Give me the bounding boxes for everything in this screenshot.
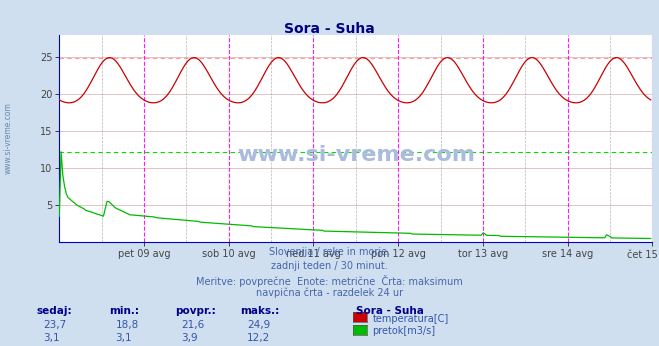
Text: Sora - Suha: Sora - Suha — [284, 22, 375, 36]
Text: 24,9: 24,9 — [247, 320, 270, 330]
Text: www.si-vreme.com: www.si-vreme.com — [3, 102, 13, 174]
Text: temperatura[C]: temperatura[C] — [372, 314, 449, 324]
Text: 21,6: 21,6 — [181, 320, 204, 330]
Text: Meritve: povprečne  Enote: metrične  Črta: maksimum: Meritve: povprečne Enote: metrične Črta:… — [196, 275, 463, 287]
Text: zadnji teden / 30 minut.: zadnji teden / 30 minut. — [271, 261, 388, 271]
Text: povpr.:: povpr.: — [175, 306, 215, 316]
Text: navpična črta - razdelek 24 ur: navpična črta - razdelek 24 ur — [256, 288, 403, 298]
Text: sedaj:: sedaj: — [36, 306, 72, 316]
Text: 18,8: 18,8 — [115, 320, 138, 330]
Text: www.si-vreme.com: www.si-vreme.com — [237, 145, 475, 165]
Text: 3,9: 3,9 — [181, 333, 198, 343]
Text: Sora - Suha: Sora - Suha — [356, 306, 424, 316]
Text: maks.:: maks.: — [241, 306, 280, 316]
Text: 23,7: 23,7 — [43, 320, 66, 330]
Text: 12,2: 12,2 — [247, 333, 270, 343]
Text: min.:: min.: — [109, 306, 139, 316]
Text: pretok[m3/s]: pretok[m3/s] — [372, 327, 436, 336]
Text: Slovenija / reke in morje.: Slovenija / reke in morje. — [269, 247, 390, 257]
Text: 3,1: 3,1 — [115, 333, 132, 343]
Text: 3,1: 3,1 — [43, 333, 59, 343]
